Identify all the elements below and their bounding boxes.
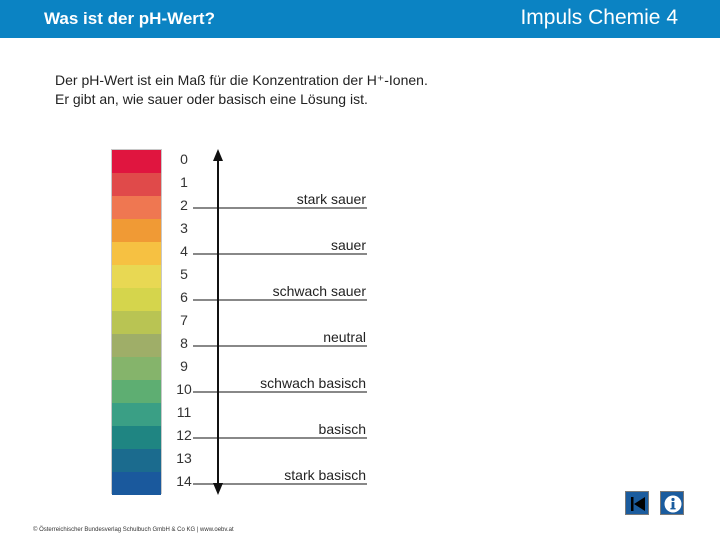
ph-swatch-3 [112,219,161,242]
double-arrow-icon [213,149,223,495]
ph-number-1: 1 [180,174,188,190]
page-title: Was ist der pH-Wert? [44,9,215,28]
info-button[interactable] [660,491,684,515]
brand-title: Impuls Chemie 4 [520,6,678,29]
ph-swatch-2 [112,196,161,219]
ph-number-11: 11 [176,404,192,420]
intro-line-1: Der pH-Wert ist ein Maß für die Konzentr… [55,72,428,88]
ph-number-5: 5 [180,266,188,282]
ph-swatch-8 [112,334,161,357]
back-arrow-icon [631,497,645,511]
ph-swatch-10 [112,380,161,403]
ph-swatch-0 [112,150,161,173]
ph-number-7: 7 [180,312,188,328]
header-bar: Was ist der pH-Wert? Impuls Chemie 4 [0,0,720,38]
ph-category-label: stark basisch [284,467,366,483]
ph-swatch-7 [112,311,161,334]
ph-swatch-4 [112,242,161,265]
ph-number-column: 0 1 2 3 4 5 6 7 8 9 10 11 12 13 14 [170,149,200,494]
ph-number-3: 3 [180,220,188,236]
ph-swatch-11 [112,403,161,426]
ph-swatch-1 [112,173,161,196]
ph-number-2: 2 [180,197,188,213]
ph-category-label: basisch [318,421,366,437]
ph-category-label: schwach basisch [260,375,366,391]
ph-color-scale [111,149,162,495]
back-button[interactable] [625,491,649,515]
ph-number-10: 10 [176,381,192,397]
ph-number-12: 12 [176,427,192,443]
ph-category-label: stark sauer [296,191,366,207]
ph-number-9: 9 [180,358,188,374]
copyright-footer: © Österreichischer Bundesverlag Schulbuc… [33,527,234,533]
ph-swatch-6 [112,288,161,311]
ph-number-6: 6 [180,289,188,305]
intro-line-2: Er gibt an, wie sauer oder basisch eine … [55,91,368,107]
ph-swatch-5 [112,265,161,288]
ph-number-13: 13 [176,450,192,466]
ph-category-label: neutral [323,329,366,345]
ph-swatch-9 [112,357,161,380]
ph-category-label: sauer [330,237,366,253]
ph-number-8: 8 [180,335,188,351]
ph-swatch-14 [112,472,161,495]
ph-number-4: 4 [180,243,188,259]
ph-number-14: 14 [176,473,192,489]
ph-swatch-12 [112,426,161,449]
info-icon [664,495,682,513]
ph-category-label: schwach sauer [272,283,366,299]
ph-swatch-13 [112,449,161,472]
ph-number-0: 0 [180,151,188,167]
intro-text: Der pH-Wert ist ein Maß für die Konzentr… [55,71,615,109]
